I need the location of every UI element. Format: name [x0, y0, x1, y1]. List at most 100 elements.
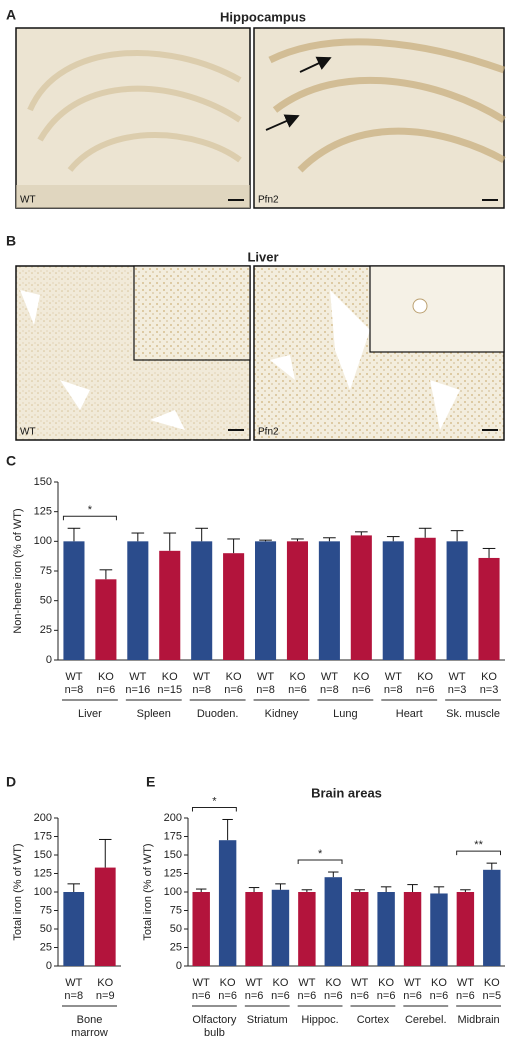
n-label: n=16 [125, 684, 150, 696]
x-tick-label: WT [457, 977, 474, 989]
image-label: Pfn2 [258, 195, 279, 206]
panel-letter: E [146, 774, 155, 790]
x-tick-label: WT [449, 671, 466, 683]
x-tick-label: WT [298, 977, 315, 989]
bar [446, 541, 468, 660]
y-tick-label: 150 [34, 476, 52, 488]
image-label: Pfn2 [258, 427, 279, 438]
group-label: Heart [396, 708, 423, 720]
bar [192, 892, 210, 966]
y-tick-label: 200 [164, 812, 182, 824]
group-label: Olfactory [192, 1014, 237, 1026]
bar [298, 892, 316, 966]
y-tick-label: 175 [34, 830, 52, 842]
x-tick-label: WT [193, 977, 210, 989]
bar [324, 877, 343, 966]
y-tick-label: 125 [34, 506, 52, 518]
n-label: n=8 [64, 990, 83, 1002]
x-tick-label: KO [290, 671, 306, 683]
y-tick-label: 25 [40, 624, 52, 636]
group-label: Cerebel. [405, 1014, 447, 1026]
n-label: n=8 [320, 684, 339, 696]
y-tick-label: 0 [46, 960, 52, 972]
significance-label: * [88, 504, 93, 516]
n-label: n=6 [271, 990, 290, 1002]
group-label: Sk. muscle [446, 708, 500, 720]
n-label: n=8 [384, 684, 403, 696]
n-label: n=6 [377, 990, 396, 1002]
bar [254, 541, 277, 660]
n-label: n=15 [157, 684, 182, 696]
bar [63, 541, 85, 660]
bar [63, 892, 85, 966]
panel-letter: A [6, 7, 16, 23]
panel-letter: B [6, 233, 16, 249]
panel-title: Liver [247, 249, 278, 264]
group-label: Hippoc. [301, 1014, 338, 1026]
n-label: n=5 [482, 990, 501, 1002]
bar [127, 541, 149, 660]
n-label: n=6 [456, 990, 475, 1002]
bar [94, 867, 116, 966]
significance-label: * [212, 795, 217, 807]
bar [271, 889, 290, 966]
n-label: n=6 [350, 990, 369, 1002]
group-label: Midbrain [457, 1014, 499, 1026]
bar [159, 550, 181, 660]
x-tick-label: WT [257, 671, 274, 683]
n-label: n=6 [403, 990, 422, 1002]
x-tick-label: WT [404, 977, 421, 989]
n-label: n=6 [224, 684, 243, 696]
n-label: n=6 [245, 990, 264, 1002]
image-label: WT [20, 195, 36, 206]
group-label: Spleen [137, 708, 171, 720]
x-tick-label: KO [97, 977, 113, 989]
significance-bracket [62, 515, 117, 521]
panel-letter: D [6, 774, 16, 790]
n-label: n=6 [416, 684, 435, 696]
group-label: Lung [333, 708, 357, 720]
y-tick-label: 75 [40, 565, 52, 577]
group-label: Duoden. [197, 708, 239, 720]
bar [430, 893, 448, 966]
y-tick-label: 75 [170, 904, 182, 916]
x-tick-label: WT [193, 671, 210, 683]
bar [350, 535, 372, 660]
y-tick-label: 25 [170, 941, 182, 953]
group-label: bulb [204, 1027, 225, 1039]
n-label: n=6 [97, 684, 116, 696]
micrograph [15, 27, 506, 209]
n-label: n=6 [192, 990, 211, 1002]
x-tick-label: KO [481, 671, 497, 683]
bar [382, 541, 404, 660]
panel-letter: C [6, 453, 16, 469]
group-label: Cortex [357, 1014, 390, 1026]
x-tick-label: KO [273, 977, 289, 989]
n-label: n=3 [448, 684, 467, 696]
y-tick-label: 50 [40, 923, 52, 935]
significance-label: * [318, 848, 323, 860]
significance-bracket [191, 806, 237, 812]
y-tick-label: 0 [176, 960, 182, 972]
n-label: n=6 [324, 990, 343, 1002]
y-tick-label: 125 [164, 867, 182, 879]
group-label: marrow [71, 1027, 108, 1039]
chart-title: Brain areas [311, 785, 382, 800]
n-label: n=6 [298, 990, 317, 1002]
bar [483, 869, 501, 966]
n-label: n=8 [192, 684, 211, 696]
y-tick-label: 175 [164, 830, 182, 842]
n-label: n=3 [480, 684, 499, 696]
x-tick-label: KO [431, 977, 447, 989]
x-tick-label: KO [417, 671, 433, 683]
n-label: n=6 [352, 684, 371, 696]
bar [456, 892, 475, 966]
x-tick-label: WT [321, 671, 338, 683]
y-axis-label: Non-heme iron (% of WT) [12, 508, 24, 633]
bar [218, 840, 237, 966]
y-tick-label: 0 [46, 654, 52, 666]
y-axis-label: Total iron (% of WT) [142, 843, 154, 940]
x-tick-label: WT [385, 671, 402, 683]
x-tick-label: WT [129, 671, 146, 683]
